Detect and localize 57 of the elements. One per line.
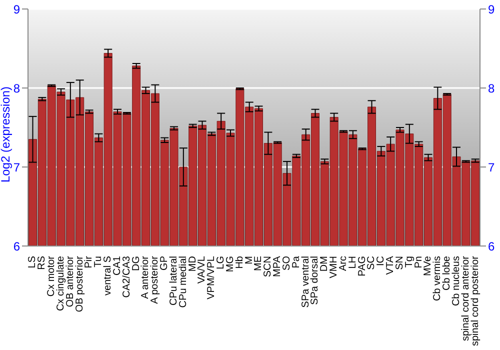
x-tick-label: M xyxy=(244,256,255,264)
x-tick-label: VTA xyxy=(385,256,396,275)
y2-tick-label: 9 xyxy=(488,2,495,16)
x-tick-label: MG xyxy=(224,256,236,272)
x-tick-label: VMH xyxy=(328,256,340,278)
x-tick-label: Hb xyxy=(234,256,246,269)
x-tick-label: IC xyxy=(376,256,387,266)
y-tick-label: 8 xyxy=(13,81,20,96)
x-tick-label: ME xyxy=(253,256,264,271)
x-tick-label: Tg xyxy=(404,256,415,268)
x-tick-label: LS xyxy=(27,256,38,268)
x-tick-label: spinal cord anterior xyxy=(460,255,472,342)
x-tick-label: GP xyxy=(159,256,170,270)
y2-tick-label: 7 xyxy=(488,160,495,174)
x-tick-label: MD xyxy=(187,256,198,272)
x-tick-label: Pn xyxy=(413,256,424,268)
y-tick-label: 9 xyxy=(13,2,20,16)
x-tick-label: CPu lateral xyxy=(168,256,180,306)
x-tick-label: DM xyxy=(319,256,330,272)
y2-tick-label: 6 xyxy=(488,239,495,254)
x-tick-label: SO xyxy=(281,256,292,270)
x-tick-label: LG xyxy=(216,256,227,270)
x-tick-label: ventral S xyxy=(102,256,114,296)
y-tick-label: 7 xyxy=(13,160,20,174)
x-tick-label: Cb vermis xyxy=(432,256,444,302)
x-tick-label: VPM/VPL xyxy=(206,256,218,300)
x-tick-label: Cx motor xyxy=(46,255,58,297)
x-tick-label: MPA xyxy=(272,256,284,277)
x-tick-label: SPa ventral xyxy=(300,256,312,308)
x-tick-label: OB posterior xyxy=(74,255,86,312)
x-tick-label: RS xyxy=(36,256,48,270)
x-tick-label: SPa dorsal xyxy=(310,256,321,305)
x-tick-label: DG xyxy=(130,256,142,271)
x-tick-label: Cx cingulate xyxy=(55,256,66,312)
x-tick-label: CA1 xyxy=(112,256,123,276)
x-tick-label: CPu medial xyxy=(178,256,189,308)
x-tick-label: Cb nucleus xyxy=(450,256,462,306)
x-tick-label: CA2/CA3 xyxy=(121,256,132,298)
y-tick-label: 6 xyxy=(13,239,20,254)
x-tick-label: Arc xyxy=(338,256,349,271)
x-tick-label: LH xyxy=(347,256,358,269)
x-tick-label: spinal cord posterior xyxy=(470,255,481,346)
x-tick-label: A anterior xyxy=(140,255,152,299)
x-tick-label: SCN xyxy=(262,256,274,278)
x-tick-label: Pir xyxy=(84,255,95,268)
x-tick-label: MVe xyxy=(422,256,434,276)
y2-tick-label: 8 xyxy=(488,81,495,96)
x-tick-label: A posterior xyxy=(150,255,161,304)
x-tick-label: VA/VL xyxy=(196,256,208,284)
x-tick-label: SN xyxy=(394,256,406,270)
x-tick-label: OB anterior xyxy=(64,255,76,308)
x-tick-label: Pa xyxy=(290,256,302,268)
x-tick-label: SC xyxy=(366,256,378,270)
x-tick-label: Tu xyxy=(93,256,104,268)
x-tick-label: PAG xyxy=(356,256,368,276)
x-tick-label: Cb lobe xyxy=(442,256,453,290)
y-axis-title: Log2 (expression) xyxy=(0,86,12,182)
